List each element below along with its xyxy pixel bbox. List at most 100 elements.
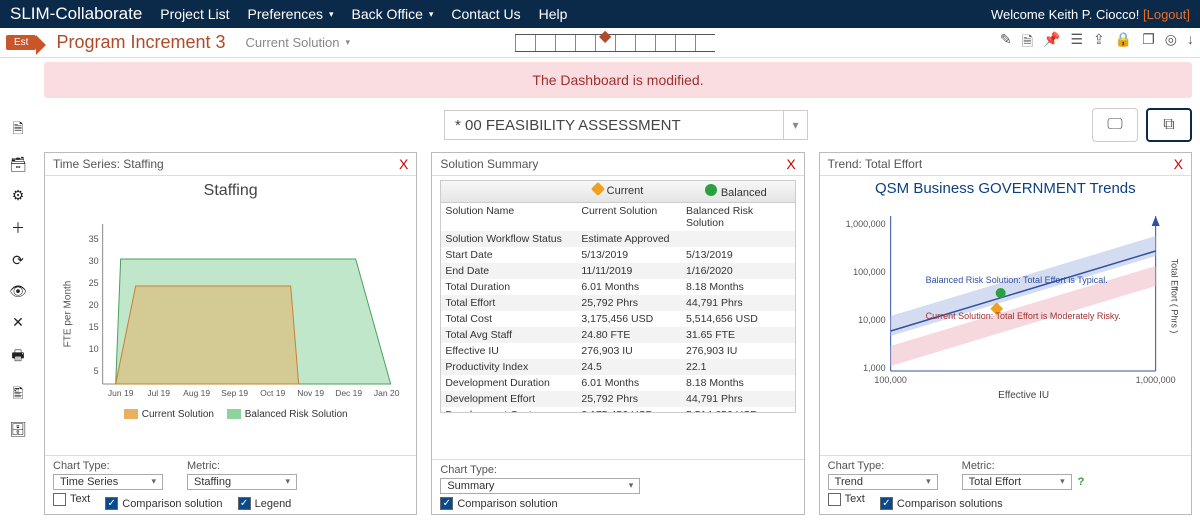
clipboard-icon[interactable]: 🗎 xyxy=(1022,31,1033,55)
assessment-row: * 00 FEASIBILITY ASSESSMENT ▾ 🖵 ⧉ xyxy=(44,108,1192,142)
svg-text:1,000: 1,000 xyxy=(863,363,886,373)
panel-summary-header: Solution Summary xyxy=(440,157,538,171)
nav-back-office[interactable]: Back Office xyxy=(352,6,434,22)
table-row: Productivity Index24.522.1 xyxy=(441,359,794,375)
view-monitor-icon[interactable]: 🖵 xyxy=(1092,108,1138,142)
shuffle-icon[interactable]: ✕ xyxy=(12,314,24,331)
print-icon[interactable]: 🖶 xyxy=(11,345,24,369)
svg-text:5: 5 xyxy=(94,366,99,376)
trend-metric-select[interactable]: Total Effort xyxy=(962,474,1072,490)
staffing-chk-comp[interactable]: Comparison solution xyxy=(105,497,222,510)
svg-text:35: 35 xyxy=(89,234,99,244)
svg-text:100,000: 100,000 xyxy=(874,375,907,385)
topnav: Project List Preferences Back Office Contac… xyxy=(160,6,567,22)
brand: SLIM-Collaborate xyxy=(10,4,142,24)
staffing-chart: FTE per Month 51015 20253035 J xyxy=(53,204,408,404)
table-row: Solution NameCurrent SolutionBalanced Ri… xyxy=(441,203,794,231)
panel-trend: Trend: Total Effort X QSM Business GOVER… xyxy=(819,152,1192,515)
target-icon[interactable]: ◎ xyxy=(1165,31,1177,55)
svg-text:1,000,000: 1,000,000 xyxy=(1135,375,1175,385)
svg-text:10: 10 xyxy=(89,344,99,354)
est-tag[interactable]: Est xyxy=(6,35,36,50)
welcome: Welcome Keith P. Ciocco! [Logout] xyxy=(991,7,1190,22)
svg-text:Aug 19: Aug 19 xyxy=(183,388,210,398)
panel-summary: Solution Summary X Current Balanced Solu… xyxy=(431,152,804,515)
table-row: Total Effort25,792 Phrs44,791 Phrs xyxy=(441,295,794,311)
svg-text:100,000: 100,000 xyxy=(853,267,886,277)
svg-text:Nov 19: Nov 19 xyxy=(297,388,324,398)
timeline-ruler[interactable]: ◆ xyxy=(515,34,715,52)
assessment-select[interactable]: * 00 FEASIBILITY ASSESSMENT xyxy=(444,110,784,140)
current-solution-dropdown[interactable]: Current Solution▾ xyxy=(246,35,350,50)
stack-icon[interactable]: 🗃 xyxy=(9,156,27,173)
page-icon[interactable]: 🖺 xyxy=(12,383,23,407)
table-row: Start Date5/13/20195/13/2019 xyxy=(441,247,794,263)
table-row: Solution Workflow StatusEstimate Approve… xyxy=(441,231,794,247)
doc-icon[interactable]: 🗎 xyxy=(12,118,23,142)
assessment-chevron-icon[interactable]: ▾ xyxy=(784,110,808,140)
table-row: Development Cost3,175,456 USD5,514,656 U… xyxy=(441,407,794,413)
lock-icon[interactable]: 🔒 xyxy=(1115,31,1132,55)
plus-icon[interactable]: ＋ xyxy=(11,218,25,238)
duplicate-icon[interactable]: ❐ xyxy=(1142,31,1155,55)
logout-link[interactable]: [Logout] xyxy=(1143,7,1190,22)
staffing-charttype-select[interactable]: Time Series xyxy=(53,474,163,490)
ruler-indicator-icon[interactable]: ◆ xyxy=(599,31,611,43)
help-icon[interactable]: ? xyxy=(1078,476,1085,488)
trend-chk-text[interactable]: Text xyxy=(828,493,865,506)
summary-columns: Current Balanced xyxy=(440,180,795,203)
close-icon[interactable]: X xyxy=(399,156,408,172)
trend-charttype-select[interactable]: Trend xyxy=(828,474,938,490)
svg-text:FTE per Month: FTE per Month xyxy=(63,281,74,348)
edit-icon[interactable]: ✎ xyxy=(1000,31,1012,55)
down-icon[interactable]: ↓ xyxy=(1187,31,1194,55)
svg-text:30: 30 xyxy=(89,256,99,266)
svg-text:15: 15 xyxy=(89,322,99,332)
gear-icon[interactable]: ⚙ xyxy=(12,187,25,204)
trend-chk-comp[interactable]: Comparison solutions xyxy=(880,497,1003,510)
summary-chk-comp[interactable]: Comparison solution xyxy=(440,497,557,510)
table-row: Total Cost3,175,456 USD5,514,656 USD xyxy=(441,311,794,327)
svg-text:10,000: 10,000 xyxy=(858,315,886,325)
svg-text:Balanced Risk Solution: Total: Balanced Risk Solution: Total Effort is … xyxy=(925,275,1107,285)
svg-text:Current Solution: Total Effort: Current Solution: Total Effort is Modera… xyxy=(925,311,1120,321)
list-icon[interactable]: ☰ xyxy=(1070,31,1083,55)
topbar: SLIM-Collaborate Project List Preferences… xyxy=(0,0,1200,28)
refresh-icon[interactable]: ⟳ xyxy=(12,252,24,269)
staffing-legend: Current Solution Balanced Risk Solution xyxy=(53,409,408,420)
close-icon[interactable]: X xyxy=(786,156,795,172)
svg-text:Oct 19: Oct 19 xyxy=(260,388,285,398)
panel-trend-header: Trend: Total Effort xyxy=(828,157,923,171)
trend-chart-title: QSM Business GOVERNMENT Trends xyxy=(828,180,1183,197)
summary-table[interactable]: Solution NameCurrent SolutionBalanced Ri… xyxy=(440,203,795,413)
pin-icon[interactable]: 📌 xyxy=(1043,31,1060,55)
svg-text:Effective IU: Effective IU xyxy=(998,390,1049,401)
modified-banner: The Dashboard is modified. xyxy=(44,62,1192,98)
nav-preferences[interactable]: Preferences xyxy=(248,6,334,22)
toolbar-icons: ✎ 🗎 📌 ☰ ⇪ 🔒 ❐ ◎ ↓ xyxy=(1000,31,1194,55)
svg-text:Dec 19: Dec 19 xyxy=(335,388,362,398)
nav-project-list[interactable]: Project List xyxy=(160,6,229,22)
staffing-chk-legend[interactable]: Legend xyxy=(238,497,292,510)
subbar: Est Program Increment 3 Current Solution… xyxy=(0,28,1200,58)
export-icon[interactable]: ⇪ xyxy=(1093,31,1105,55)
close-icon[interactable]: X xyxy=(1174,156,1183,172)
svg-text:Jul 19: Jul 19 xyxy=(147,388,170,398)
panel-staffing: Time Series: Staffing X Staffing FTE per… xyxy=(44,152,417,515)
svg-text:Jun 19: Jun 19 xyxy=(108,388,134,398)
svg-text:Total Effort ( Phrs ): Total Effort ( Phrs ) xyxy=(1169,259,1179,334)
eye-icon[interactable]: 👁 xyxy=(9,283,27,300)
table-row: Development Duration6.01 Months8.18 Mont… xyxy=(441,375,794,391)
table-row: Total Avg Staff24.80 FTE31.65 FTE xyxy=(441,327,794,343)
view-dashboard-icon[interactable]: ⧉ xyxy=(1146,108,1192,142)
left-rail: 🗎 🗃 ⚙ ＋ ⟳ 👁 ✕ 🖶 🖺 🗄 xyxy=(0,58,36,523)
nav-contact-us[interactable]: Contact Us xyxy=(451,6,520,22)
summary-charttype-select[interactable]: Summary xyxy=(440,478,640,494)
staffing-chk-text[interactable]: Text xyxy=(53,493,90,506)
nav-help[interactable]: Help xyxy=(539,6,568,22)
table-row: Total Duration6.01 Months8.18 Months xyxy=(441,279,794,295)
staffing-metric-select[interactable]: Staffing xyxy=(187,474,297,490)
svg-text:25: 25 xyxy=(89,278,99,288)
main: The Dashboard is modified. * 00 FEASIBIL… xyxy=(36,58,1200,523)
clip-icon[interactable]: 🗄 xyxy=(9,421,27,438)
